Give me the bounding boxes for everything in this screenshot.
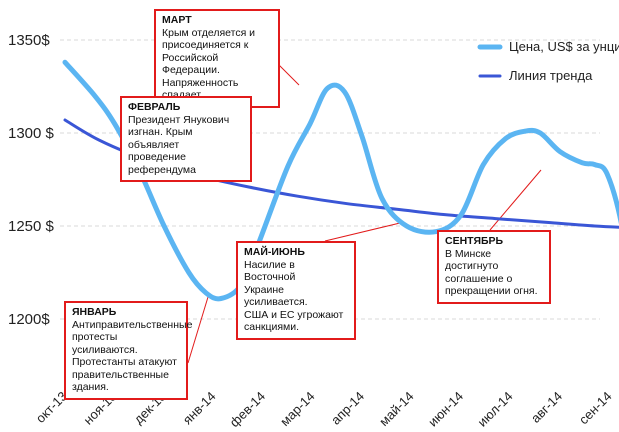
x-tick-label: июн-14 xyxy=(425,389,466,430)
legend-label-trend: Линия тренда xyxy=(509,68,593,83)
annotation-connector xyxy=(324,222,401,242)
annotation-march-text: Крым отделяется и присоединяется к Росси… xyxy=(162,26,256,102)
annotation-may-june: МАЙ-ИЮНЬ Насилие в Восточной Украине уси… xyxy=(236,241,356,340)
y-tick-label: 1300 $ xyxy=(8,125,55,142)
annotation-february-text: Президент Янукович изгнан. Крым объявляе… xyxy=(128,113,230,176)
annotation-september-title: СЕНТЯБРЬ xyxy=(445,235,504,247)
x-tick-label: авг-14 xyxy=(528,389,565,426)
annotation-february-title: ФЕВРАЛЬ xyxy=(128,101,181,113)
y-axis-ticks: 1200$ 1250 $ 1300 $ 1350$ xyxy=(8,32,55,328)
x-tick-label: июл-14 xyxy=(475,389,516,430)
legend-label-price: Цена, US$ за унцию xyxy=(509,39,619,54)
annotation-january-title: ЯНВАРЬ xyxy=(72,306,117,318)
annotation-march-title: МАРТ xyxy=(162,14,192,26)
annotation-march: МАРТ Крым отделяется и присоединяется к … xyxy=(154,9,280,108)
legend: Цена, US$ за унцию Линия тренда xyxy=(477,39,619,83)
annotation-connector xyxy=(187,296,209,364)
annotation-january-text: Антиправительственные протесты усиливают… xyxy=(72,318,193,394)
x-tick-label: мар-14 xyxy=(277,389,317,429)
annotation-may-june-title: МАЙ-ИЮНЬ xyxy=(244,246,305,258)
y-tick-label: 1200$ xyxy=(8,311,50,328)
annotation-may-june-text: Насилие в Восточной Украине усиливается.… xyxy=(244,258,344,334)
x-tick-label: фев-14 xyxy=(227,389,268,430)
y-tick-label: 1350$ xyxy=(8,32,50,49)
price-line xyxy=(62,59,619,302)
x-tick-label: сен-14 xyxy=(576,389,615,428)
x-tick-label: апр-14 xyxy=(328,389,367,428)
x-tick-label: май-14 xyxy=(376,389,416,429)
annotation-february: ФЕВРАЛЬ Президент Янукович изгнан. Крым … xyxy=(120,96,252,182)
annotation-september-text: В Минске достигнуто соглашение о прекращ… xyxy=(445,247,538,298)
annotation-january: ЯНВАРЬ Антиправительственные протесты ус… xyxy=(64,301,193,400)
annotation-september: СЕНТЯБРЬ В Минске достигнуто соглашение … xyxy=(437,230,551,304)
y-tick-label: 1250 $ xyxy=(8,218,55,235)
